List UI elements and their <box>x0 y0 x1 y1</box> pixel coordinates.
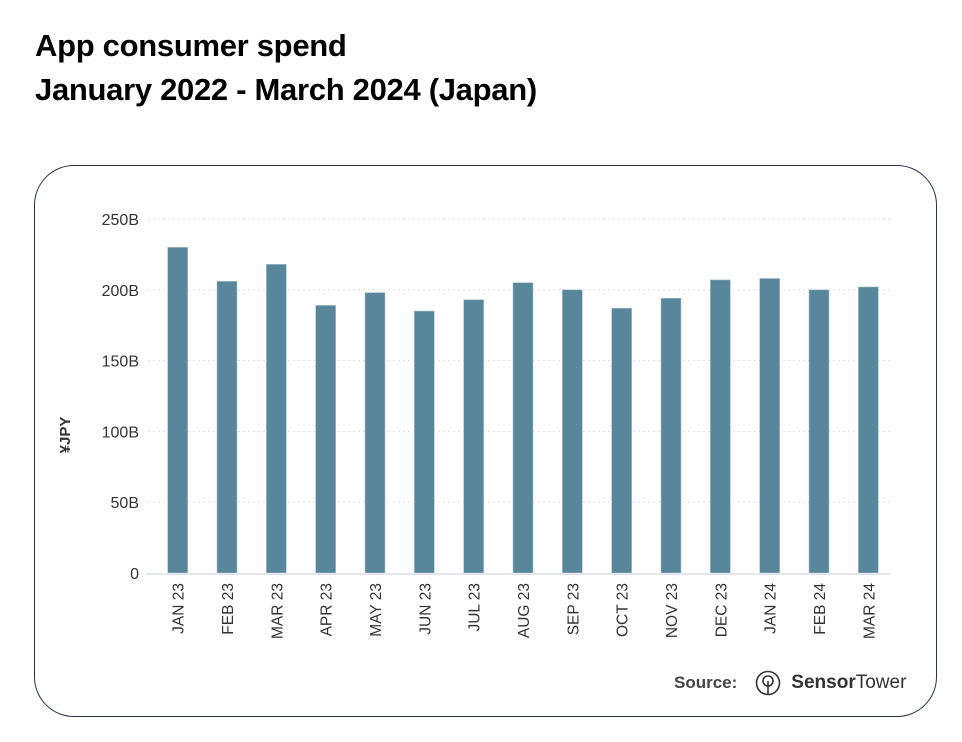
chart-title-line1: App consumer spend <box>35 28 347 63</box>
brand-name-bold: Sensor <box>791 672 856 693</box>
y-tick-label: 50B <box>111 495 139 512</box>
bar <box>759 278 780 574</box>
y-axis-ticks: 0 50B 100B 150B 200B 250B <box>102 212 139 583</box>
sensor-tower-logo-icon <box>755 670 781 696</box>
y-tick-label: 0 <box>130 566 139 583</box>
x-tick-label: MAR 23 <box>269 583 286 639</box>
y-tick-label: 200B <box>102 283 139 300</box>
x-tick-label: FEB 23 <box>220 583 237 635</box>
bar <box>216 281 238 574</box>
bar <box>858 286 879 574</box>
chart-card <box>34 165 937 717</box>
y-tick-label: 150B <box>102 354 139 371</box>
chart-title-line2: January 2022 - March 2024 (Japan) <box>35 72 537 107</box>
source-attribution: Source: SensorTower <box>674 670 906 696</box>
bar <box>562 289 583 574</box>
bar <box>266 264 287 574</box>
bar <box>463 299 484 574</box>
x-tick-label: NOV 23 <box>664 583 681 638</box>
bars <box>167 247 879 574</box>
x-tick-label: SEP 23 <box>565 583 582 635</box>
x-tick-label: JUN 23 <box>417 583 434 635</box>
x-axis-ticks: JAN 23 FEB 23 MAR 23 APR 23 MAY 23 JUN 23 JUL … <box>171 583 879 639</box>
bar <box>364 292 386 574</box>
y-axis-label: ¥JPY <box>57 417 74 454</box>
x-tick-label: MAR 24 <box>861 583 878 639</box>
bar <box>710 279 731 574</box>
source-label: Source: <box>674 673 738 692</box>
bar <box>167 247 188 574</box>
bar <box>315 305 336 574</box>
bar <box>512 282 534 574</box>
bar <box>808 289 830 574</box>
x-tick-label: MAY 23 <box>368 583 385 637</box>
x-tick-label: FEB 24 <box>812 583 829 635</box>
chart-title: App consumer spend January 2022 - March … <box>35 24 537 112</box>
bar <box>414 310 435 574</box>
x-tick-label: JAN 24 <box>763 583 780 634</box>
x-tick-label: DEC 23 <box>713 583 730 637</box>
x-tick-label: AUG 23 <box>516 583 533 638</box>
x-tick-label: JUL 23 <box>467 583 484 632</box>
bar <box>660 297 682 574</box>
y-tick-label: 100B <box>102 424 139 441</box>
x-tick-label: APR 23 <box>319 583 336 636</box>
brand-name-light: Tower <box>855 672 907 693</box>
y-tick-label: 250B <box>102 212 139 229</box>
brand-name: SensorTower <box>791 672 906 694</box>
x-tick-label: OCT 23 <box>615 583 632 637</box>
x-tick-label: JAN 23 <box>171 583 188 634</box>
bar <box>611 307 632 574</box>
